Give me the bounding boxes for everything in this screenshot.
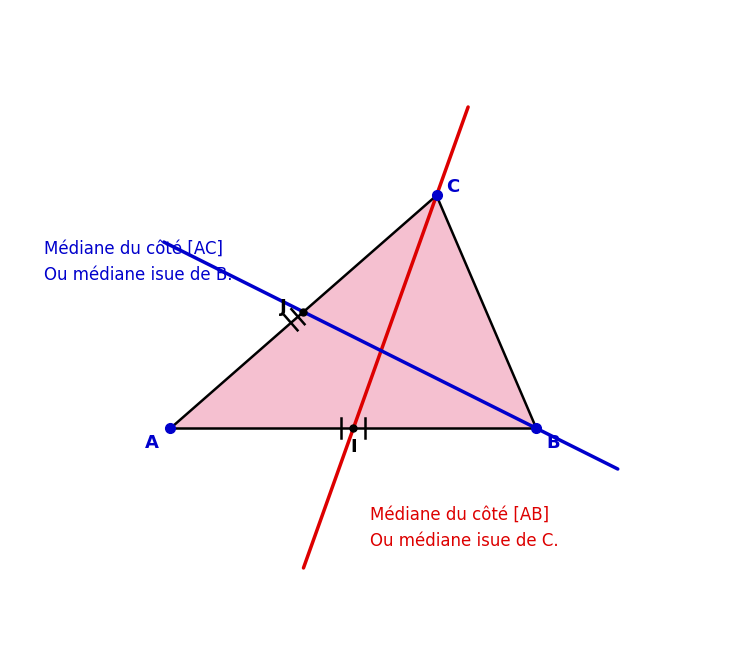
Polygon shape <box>170 196 536 428</box>
Text: Médiane du côté [AB]
Ou médiane isue de C.: Médiane du côté [AB] Ou médiane isue de … <box>370 506 559 551</box>
Text: J: J <box>280 298 287 315</box>
Text: Médiane du côté [AC]
Ou médiane isue de B.: Médiane du côté [AC] Ou médiane isue de … <box>44 240 232 284</box>
Text: B: B <box>546 434 559 452</box>
Text: I: I <box>350 438 357 456</box>
Text: C: C <box>446 179 460 196</box>
Text: A: A <box>145 434 159 452</box>
